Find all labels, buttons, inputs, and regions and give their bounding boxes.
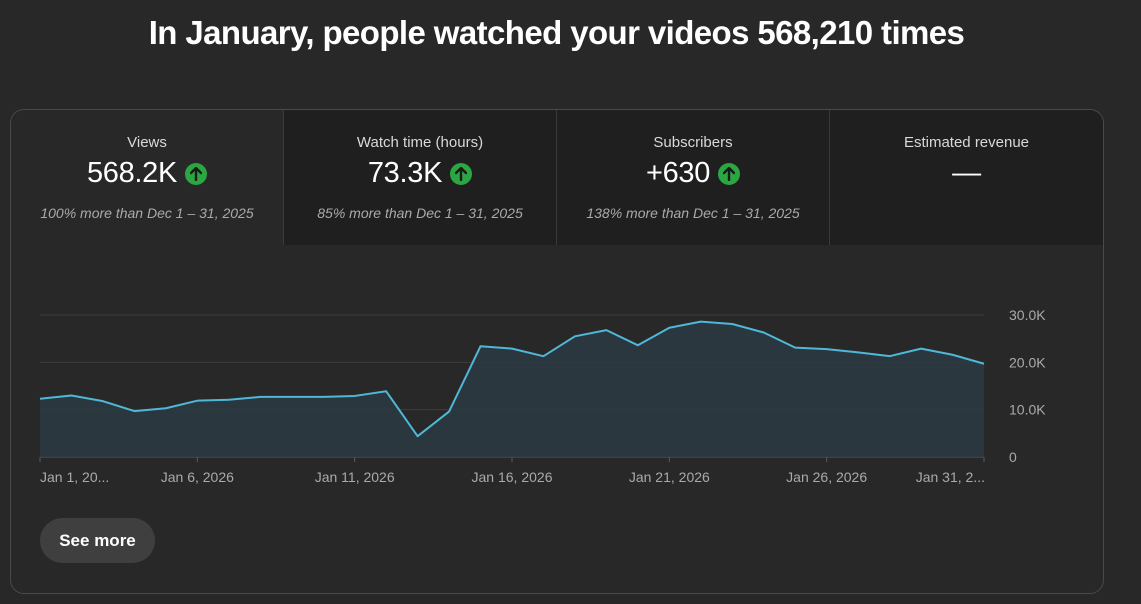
metric-value: +630 xyxy=(645,157,711,189)
data-point xyxy=(228,399,230,401)
data-point xyxy=(322,396,324,398)
metric-label: Estimated revenue xyxy=(903,134,1030,151)
data-point xyxy=(920,348,922,350)
see-more-button[interactable]: See more xyxy=(40,518,155,563)
metric-comparison: 85% more than Dec 1 – 31, 2025 xyxy=(317,205,523,221)
metric-tab-subscribers[interactable]: Subscribers +630 138% more than Dec 1 – … xyxy=(557,110,830,245)
y-tick-label: 20.0K xyxy=(1009,354,1046,370)
data-point xyxy=(700,321,702,323)
data-point xyxy=(952,354,954,356)
data-point xyxy=(605,329,607,331)
data-point xyxy=(637,344,639,346)
x-tick-label: Jan 31, 2... xyxy=(916,469,985,485)
metric-label: Subscribers xyxy=(653,134,733,151)
y-tick-label: 30.0K xyxy=(1009,307,1046,323)
data-point xyxy=(794,347,796,349)
data-point xyxy=(291,396,293,398)
page-headline: In January, people watched your videos 5… xyxy=(148,14,965,51)
x-tick-label: Jan 11, 2026 xyxy=(315,469,395,485)
metric-value-row: +630 xyxy=(557,157,829,190)
metric-value-row: 568.2K xyxy=(11,157,283,190)
metric-value-row: 73.3K xyxy=(284,157,556,190)
metric-value: — xyxy=(952,157,981,189)
data-point xyxy=(826,348,828,350)
arrow-up-icon xyxy=(450,162,473,185)
data-point xyxy=(196,400,198,402)
metric-label: Views xyxy=(127,134,167,151)
x-tick-label: Jan 6, 2026 xyxy=(161,469,234,485)
data-point xyxy=(354,395,356,397)
data-point xyxy=(542,355,544,357)
metric-tab-revenue[interactable]: Estimated revenue — xyxy=(830,110,1103,245)
data-point xyxy=(574,335,576,337)
series-area xyxy=(40,321,984,457)
metric-value: 568.2K xyxy=(86,157,178,189)
metric-tabs: Views 568.2K 100% more than Dec 1 – 31, … xyxy=(11,110,1103,245)
data-point xyxy=(102,400,104,402)
data-point xyxy=(385,390,387,392)
data-point xyxy=(668,327,670,329)
x-tick-label: Jan 1, 20... xyxy=(40,469,109,485)
metric-tab-watch-time[interactable]: Watch time (hours) 73.3K 85% more than D… xyxy=(284,110,557,245)
data-point xyxy=(39,398,41,400)
data-point xyxy=(857,351,859,353)
metric-comparison: 138% more than Dec 1 – 31, 2025 xyxy=(586,205,800,221)
x-tick-label: Jan 16, 2026 xyxy=(472,469,553,485)
data-point xyxy=(133,410,135,412)
views-area-chart: 30.0K 20.0K 10.0K 0 Jan 1, 20... Jan 6, 2026 J… xyxy=(39,307,1046,485)
data-point xyxy=(983,363,985,365)
analytics-card: Views 568.2K 100% more than Dec 1 – 31, … xyxy=(10,109,1104,594)
x-tick-label: Jan 21, 2026 xyxy=(629,469,710,485)
data-point xyxy=(480,345,482,347)
metric-comparison: 100% more than Dec 1 – 31, 2025 xyxy=(40,205,254,221)
data-point xyxy=(70,394,72,396)
metric-label: Watch time (hours) xyxy=(356,134,484,151)
metric-tab-views[interactable]: Views 568.2K 100% more than Dec 1 – 31, … xyxy=(11,110,284,245)
x-tick-label: Jan 26, 2026 xyxy=(786,469,867,485)
data-point xyxy=(417,435,419,437)
data-point xyxy=(448,411,450,413)
data-point xyxy=(731,323,733,325)
data-point xyxy=(165,407,167,409)
metric-value-row: — xyxy=(830,157,1103,190)
series-line xyxy=(39,320,985,438)
data-point xyxy=(511,348,513,350)
data-point xyxy=(763,332,765,334)
data-point xyxy=(889,355,891,357)
arrow-up-icon xyxy=(718,162,741,185)
y-tick-label: 0 xyxy=(1009,449,1017,465)
arrow-up-icon xyxy=(185,162,208,185)
data-point xyxy=(259,396,261,398)
y-tick-label: 10.0K xyxy=(1009,402,1046,418)
metric-value: 73.3K xyxy=(367,157,443,189)
